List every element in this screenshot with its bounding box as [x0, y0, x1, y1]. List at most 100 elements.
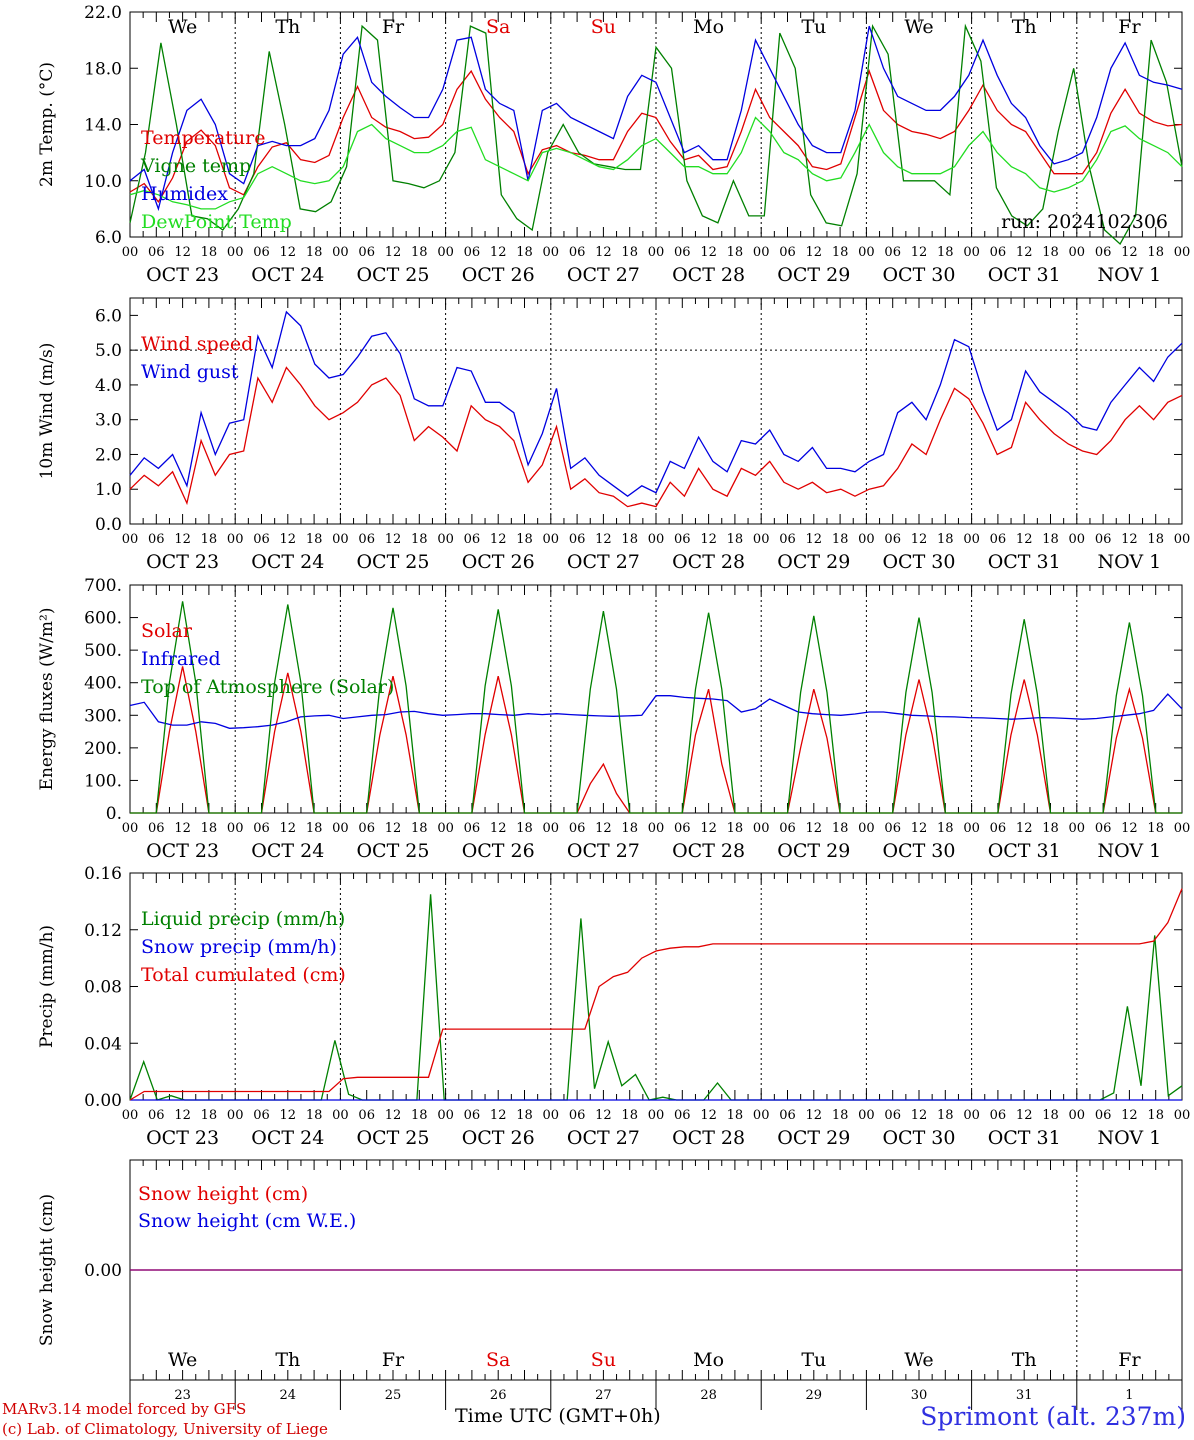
hour-tick-label: 12: [700, 821, 717, 836]
y-tick-label: 3.0: [95, 411, 122, 431]
hour-tick-label: 00: [1174, 821, 1191, 836]
hour-tick-label: 06: [779, 532, 796, 547]
hour-tick-label: 12: [280, 532, 297, 547]
hour-tick-label: 06: [464, 532, 481, 547]
hour-tick-label: 00: [227, 1108, 244, 1123]
hour-tick-label: 06: [253, 821, 270, 836]
hour-tick-label: 00: [227, 245, 244, 260]
hour-tick-label: 12: [1016, 821, 1033, 836]
date-label: OCT 24: [251, 1127, 324, 1149]
hour-tick-label: 06: [674, 1108, 691, 1123]
panel-1: [129, 11, 1183, 246]
hour-tick-label: 12: [490, 532, 507, 547]
y-tick-label: 0.08: [84, 978, 122, 998]
hour-tick-label: 06: [464, 1108, 481, 1123]
y-tick-label: 2.0: [95, 445, 122, 465]
hour-tick-label: 12: [1121, 821, 1138, 836]
y-tick-label: 14.0: [84, 116, 122, 136]
hour-tick-label: 00: [332, 532, 349, 547]
hour-tick-label: 06: [884, 1108, 901, 1123]
date-label: OCT 23: [146, 264, 219, 286]
y-axis-label: Precip (mm/h): [37, 925, 57, 1048]
legend-entry: Snow precip (mm/h): [141, 936, 337, 958]
hour-tick-label: 06: [990, 245, 1007, 260]
y-axis-label: Energy fluxes (W/m²): [37, 608, 57, 791]
hour-tick-label: 12: [1121, 245, 1138, 260]
hour-tick-label: 18: [937, 532, 954, 547]
hour-tick-label: 00: [332, 245, 349, 260]
hour-tick-label: 00: [858, 1108, 875, 1123]
y-tick-label: 22.0: [84, 3, 122, 23]
hour-tick-label: 18: [727, 1108, 744, 1123]
date-label: OCT 29: [777, 840, 850, 862]
date-label: OCT 23: [146, 1127, 219, 1149]
hour-tick-label: 12: [490, 821, 507, 836]
hour-tick-label: 18: [306, 1108, 323, 1123]
hour-tick-label: 06: [569, 532, 586, 547]
hour-tick-label: 18: [1147, 1108, 1164, 1123]
weekday-label: Th: [275, 16, 300, 38]
weekday-label: We: [168, 1349, 197, 1371]
hour-tick-label: 18: [201, 1108, 218, 1123]
hour-tick-label: 06: [990, 821, 1007, 836]
hour-tick-label: 06: [1095, 821, 1112, 836]
weekday-label: Tu: [801, 1349, 826, 1371]
hour-tick-label: 12: [911, 1108, 928, 1123]
date-label: OCT 27: [567, 840, 640, 862]
hour-tick-label: 18: [832, 532, 849, 547]
hour-tick-label: 18: [516, 245, 533, 260]
weekday-label: We: [904, 16, 933, 38]
panel-2: [129, 297, 1183, 525]
hour-tick-label: 06: [148, 532, 165, 547]
weekday-label: Th: [275, 1349, 300, 1371]
date-label: OCT 31: [988, 551, 1061, 573]
date-label: OCT 25: [356, 551, 429, 573]
date-label: OCT 24: [251, 264, 324, 286]
hour-tick-label: 06: [253, 245, 270, 260]
hour-tick-label: 06: [358, 532, 375, 547]
date-label: OCT 24: [251, 840, 324, 862]
y-tick-label: 700.: [84, 576, 122, 596]
hour-tick-label: 00: [437, 532, 454, 547]
hour-tick-label: 00: [543, 532, 560, 547]
hour-tick-label: 12: [174, 1108, 191, 1123]
hour-tick-label: 00: [963, 821, 980, 836]
hour-tick-label: 18: [937, 245, 954, 260]
hour-tick-label: 12: [280, 245, 297, 260]
date-label: OCT 30: [882, 1127, 955, 1149]
hour-tick-label: 18: [727, 821, 744, 836]
hour-tick-label: 18: [727, 532, 744, 547]
hour-tick-label: 00: [543, 1108, 560, 1123]
date-label: OCT 24: [251, 551, 324, 573]
lab-credit: (c) Lab. of Climatology, University of L…: [2, 1420, 328, 1438]
hour-tick-label: 00: [753, 1108, 770, 1123]
panel-3: [129, 584, 1183, 814]
series-line-humidex: [129, 25, 1183, 212]
date-label: OCT 25: [356, 264, 429, 286]
y-axis-label: 10m Wind (m/s): [37, 343, 57, 480]
weekday-label: Fr: [1118, 16, 1141, 38]
hour-tick-label: 12: [595, 1108, 612, 1123]
day-number: 26: [490, 1388, 507, 1403]
hour-tick-label: 18: [1042, 532, 1059, 547]
hour-tick-label: 00: [437, 245, 454, 260]
date-label: OCT 26: [462, 264, 535, 286]
y-tick-label: 0.0: [95, 515, 122, 535]
hour-tick-label: 06: [148, 245, 165, 260]
weekday-label: Fr: [382, 16, 405, 38]
weekday-label: Su: [591, 1349, 616, 1371]
hour-tick-label: 18: [1042, 821, 1059, 836]
hour-tick-label: 12: [700, 532, 717, 547]
legend-entry: Wind speed: [141, 333, 253, 355]
date-label: OCT 29: [777, 264, 850, 286]
date-label: OCT 27: [567, 264, 640, 286]
y-tick-label: 400.: [84, 674, 122, 694]
hour-tick-label: 12: [911, 245, 928, 260]
hour-tick-label: 18: [411, 821, 428, 836]
hour-tick-label: 06: [1095, 532, 1112, 547]
hour-tick-label: 18: [621, 532, 638, 547]
date-label: OCT 30: [882, 551, 955, 573]
date-label: OCT 27: [567, 1127, 640, 1149]
y-tick-label: 0.00: [84, 1091, 122, 1111]
